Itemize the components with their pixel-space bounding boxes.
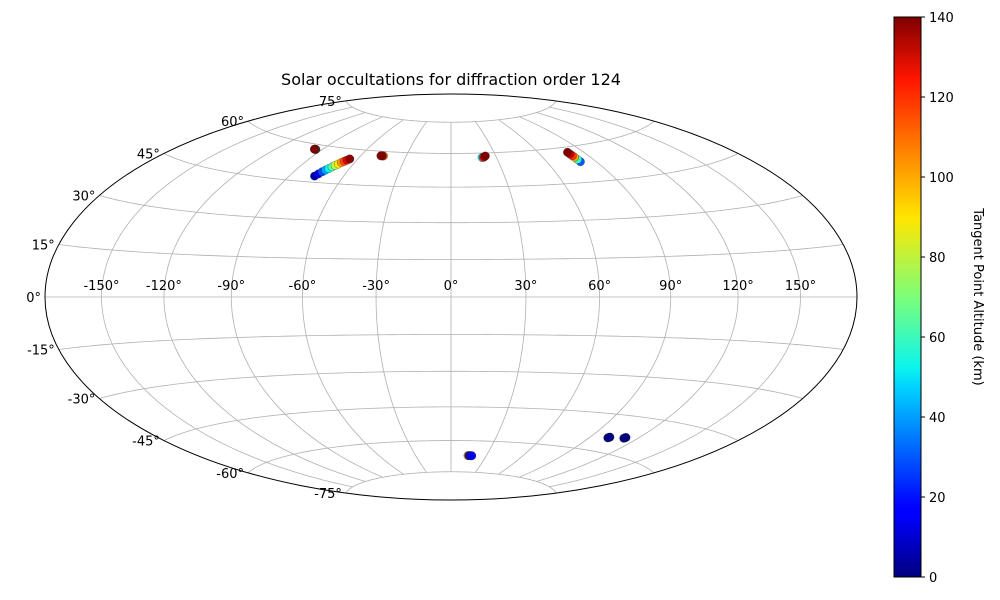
colorbar-tick-label: 20	[929, 491, 946, 506]
colorbar-tick-label: 0	[929, 571, 937, 586]
lat-tick-label: -45°	[132, 435, 160, 450]
parallel	[58, 244, 844, 260]
colorbar-tick-label: 40	[929, 411, 946, 426]
lat-tick-label: -30°	[68, 393, 96, 408]
longitude-tick-labels: -150° -120° -90° -60° -30° 0° 30° 60° 90° 120° 150…	[83, 279, 816, 294]
data-point	[310, 144, 319, 154]
data-point	[467, 451, 477, 461]
parallel	[247, 120, 655, 154]
colorbar-tick-label: 80	[929, 251, 946, 266]
colorbar-tick-label: 60	[929, 331, 946, 346]
chart-title: Solar occultations for diffraction order…	[281, 70, 621, 89]
occultation-points	[310, 144, 631, 461]
lat-tick-label: 75°	[319, 95, 342, 110]
lon-tick-label: -90°	[217, 279, 245, 294]
parallel	[247, 440, 655, 474]
lat-tick-label: 30°	[72, 190, 95, 205]
lon-tick-label: -30°	[362, 279, 390, 294]
latitude-tick-labels: -75° -60° -45° -30° -15° 0° 15° 30° 45° 60° 75°	[26, 95, 342, 502]
lon-tick-label: -120°	[146, 279, 182, 294]
lon-tick-label: 120°	[722, 279, 753, 294]
lon-tick-label: 90°	[659, 279, 682, 294]
lon-tick-label: 30°	[514, 279, 537, 294]
lat-tick-label: -75°	[314, 487, 342, 502]
parallel	[163, 406, 739, 441]
lat-tick-label: 15°	[32, 239, 55, 254]
map-boundary	[44, 93, 858, 501]
lon-tick-label: 0°	[444, 279, 459, 294]
data-point	[376, 151, 386, 161]
lon-tick-label: 60°	[588, 279, 611, 294]
lat-tick-label: -60°	[216, 467, 244, 482]
data-point	[563, 147, 572, 157]
graticule	[45, 100, 857, 494]
data-point	[480, 151, 490, 161]
lat-tick-label: 0°	[26, 291, 41, 306]
data-point	[345, 154, 355, 164]
parallel	[58, 334, 844, 350]
parallel	[99, 370, 803, 399]
lat-tick-label: -15°	[27, 344, 55, 359]
parallel	[345, 100, 557, 123]
lat-tick-label: 45°	[137, 148, 160, 163]
lat-tick-label: 60°	[221, 115, 244, 130]
colorbar-ticks: 0 20 40 60 80 100 120 140	[921, 11, 954, 586]
colorbar	[893, 16, 922, 578]
lon-tick-label: 150°	[785, 279, 816, 294]
lon-tick-label: -150°	[83, 279, 119, 294]
data-point	[621, 433, 631, 442]
colorbar-tick-label: 120	[929, 91, 954, 106]
colorbar-tick-label: 140	[929, 11, 954, 26]
parallel	[345, 471, 557, 494]
data-point	[605, 432, 615, 442]
lon-tick-label: -60°	[289, 279, 317, 294]
colorbar-label: Tangent Point Altitude (km)	[970, 207, 985, 385]
parallel	[99, 195, 803, 224]
parallel	[163, 153, 739, 188]
colorbar-tick-label: 100	[929, 171, 954, 186]
